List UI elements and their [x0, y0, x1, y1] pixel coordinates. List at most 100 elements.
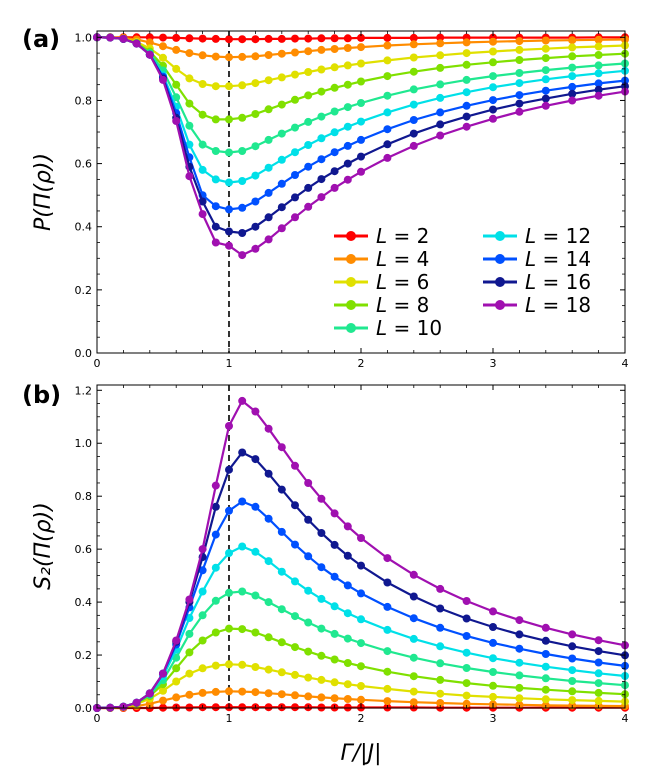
- panel-a-data-point: [238, 35, 247, 44]
- panel-a-data-point: [172, 45, 181, 54]
- panel-a-data-point: [304, 68, 313, 76]
- panel-b-data-point: [357, 589, 365, 598]
- panel-b-data-point: [568, 666, 577, 675]
- panel-a-data-point: [251, 35, 260, 44]
- panel-b-data-point: [264, 633, 273, 642]
- legend-label: L = 14: [525, 247, 591, 271]
- panel-b-data-point: [198, 611, 207, 620]
- panel-a-data-point: [211, 202, 220, 211]
- panel-a-data-point: [291, 171, 299, 179]
- panel-b-data-point: [594, 679, 603, 688]
- panel-b-data-point: [489, 681, 497, 690]
- panel-a-data-point: [594, 51, 603, 59]
- panel-a-data-point: [198, 210, 207, 219]
- panel-b-data-point: [330, 629, 339, 638]
- panel-b-data-point: [462, 597, 471, 605]
- panel-a-data-point: [409, 67, 418, 76]
- panel-a-data-point: [568, 52, 577, 61]
- panel-a-data-point: [198, 140, 207, 149]
- panel-b-data-point: [383, 578, 392, 587]
- panel-b-data-point: [238, 542, 247, 551]
- panel-a-data-point: [277, 179, 286, 188]
- panel-a-data-point: [436, 33, 445, 42]
- y-tick-label: 1.0: [75, 31, 93, 44]
- panel-a-data-point: [211, 115, 220, 124]
- panel-b-data-point: [343, 634, 352, 643]
- panel-b-data-point: [277, 443, 286, 452]
- panel-b-data-point: [211, 628, 220, 637]
- panel-b-data-point: [436, 642, 445, 651]
- x-tick-label: 4: [622, 357, 629, 370]
- panel-b-data-point: [264, 598, 273, 607]
- panel-b-data-point: [409, 592, 418, 601]
- panel-b-data-point: [238, 660, 247, 669]
- panel-a-data-point: [277, 49, 286, 58]
- panel-b-data-point: [211, 563, 220, 572]
- panel-a-data-point: [343, 122, 352, 131]
- panel-b-data-point: [357, 682, 365, 690]
- panel-b-data-point: [185, 648, 194, 657]
- panel-b-data-point: [462, 699, 471, 708]
- panel-a-data-point: [317, 193, 326, 202]
- panel-b-data-point: [436, 623, 445, 632]
- panel-b-data-point: [172, 693, 181, 702]
- panel-a-data-point: [343, 34, 352, 43]
- panel-b-data-point: [304, 692, 313, 701]
- panel-a-data-point: [198, 34, 207, 43]
- panel-a-data-point: [304, 91, 313, 100]
- panel-b-data-point: [172, 677, 181, 686]
- panel-a-data-point: [317, 134, 326, 143]
- panel-a-data-point: [489, 37, 497, 46]
- panel-a-data-point: [594, 61, 603, 70]
- panel-a-data-point: [409, 40, 418, 49]
- panel-a-data-point: [277, 73, 286, 82]
- panel-a-data-point: [225, 178, 233, 187]
- panel-a-data-point: [462, 112, 471, 121]
- panel-b-data-point: [343, 581, 352, 590]
- panel-b-data-point: [211, 481, 220, 490]
- panel-b-data-point: [304, 552, 313, 561]
- panel-a-data-point: [198, 80, 207, 88]
- panel-b-data-point: [515, 644, 524, 653]
- panel-b-data-point: [225, 506, 233, 515]
- panel-b-data-point: [357, 615, 365, 624]
- panel-a-data-point: [343, 159, 352, 168]
- panel-b-data-point: [291, 577, 299, 586]
- panel-b-data-point: [383, 647, 392, 656]
- panel-a-data-point: [489, 72, 497, 81]
- panel-b-data-point: [436, 584, 445, 593]
- panel-b-data-point: [251, 688, 260, 697]
- panel-a-data-point: [145, 50, 154, 59]
- panel-a-data-point: [159, 33, 167, 42]
- y-tick-label: 0.8: [75, 490, 93, 503]
- panel-a-data-point: [343, 61, 352, 70]
- panel-a-data-point: [291, 193, 299, 202]
- panel-a-data-point: [291, 213, 299, 222]
- x-tick-label: 2: [358, 712, 365, 725]
- panel-b-data-point: [409, 672, 418, 681]
- y-tick-label: 0.0: [75, 702, 93, 715]
- legend-item: L = 16: [483, 270, 591, 294]
- panel-b-data-point: [159, 686, 167, 695]
- panel-b-data-point: [225, 588, 233, 597]
- panel-a-data-point: [489, 96, 497, 105]
- panel-b-data-point: [291, 643, 299, 652]
- panel-a-data-point: [436, 93, 445, 102]
- panel-a-data-point: [264, 213, 273, 222]
- panel-a-data-point: [343, 103, 352, 112]
- panel-a-data-point: [568, 89, 577, 98]
- panel-b-data-point: [489, 668, 497, 676]
- panel-a-data-point: [225, 35, 233, 44]
- panel-b-data-point: [489, 654, 497, 663]
- legend-item: L = 8: [334, 293, 429, 317]
- panel-a-data-point: [357, 77, 365, 86]
- panel-a-data-point: [568, 36, 577, 45]
- panel-a-data-point: [317, 45, 326, 54]
- panel-a-data-point: [277, 224, 286, 233]
- panel-a-data-point: [330, 34, 339, 43]
- panel-a: 0 1 2 3 4 0.0 0.2 0.4 0.6 0.8 1.0 (a) P(Π(ρ)) L = …: [22, 25, 629, 370]
- panel-a-data-point: [251, 142, 260, 151]
- panel-a-data-point: [264, 163, 273, 172]
- x-tick-label: 1: [226, 712, 233, 725]
